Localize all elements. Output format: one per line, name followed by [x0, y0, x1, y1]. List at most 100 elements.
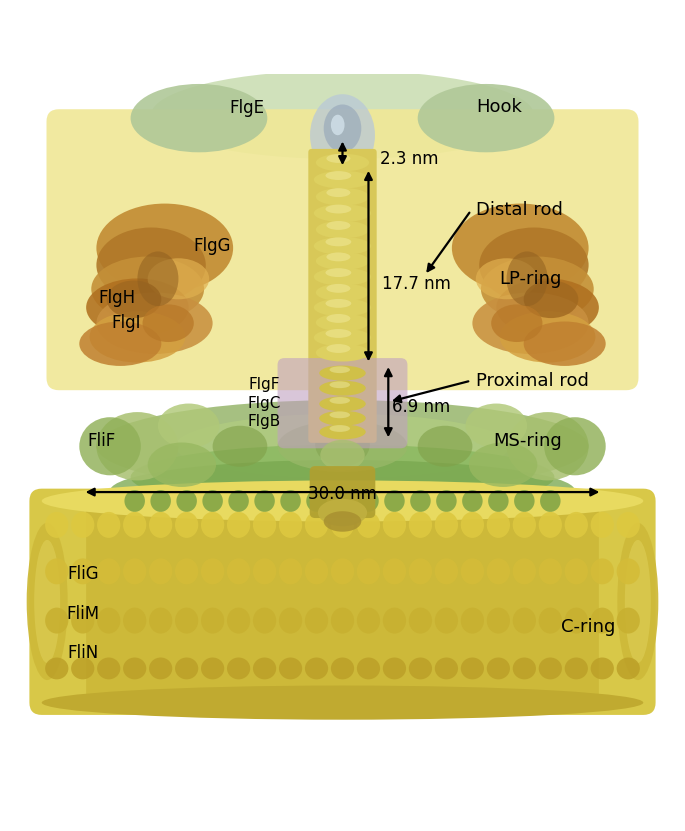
Ellipse shape: [461, 512, 484, 538]
Ellipse shape: [476, 258, 537, 299]
Ellipse shape: [523, 281, 578, 318]
Ellipse shape: [512, 558, 536, 584]
Ellipse shape: [321, 440, 364, 470]
Ellipse shape: [45, 657, 68, 680]
Ellipse shape: [202, 490, 223, 512]
Ellipse shape: [564, 607, 588, 633]
Text: Proximal rod: Proximal rod: [476, 371, 588, 390]
Ellipse shape: [500, 312, 595, 362]
Ellipse shape: [462, 490, 483, 512]
Ellipse shape: [357, 512, 380, 538]
Ellipse shape: [435, 512, 458, 538]
Ellipse shape: [319, 411, 366, 425]
Text: 30.0 nm: 30.0 nm: [308, 485, 377, 503]
FancyBboxPatch shape: [47, 109, 638, 391]
Ellipse shape: [435, 657, 458, 680]
Ellipse shape: [324, 105, 361, 152]
Ellipse shape: [409, 512, 432, 538]
Ellipse shape: [616, 558, 640, 584]
Ellipse shape: [564, 657, 588, 680]
Ellipse shape: [201, 607, 224, 633]
Ellipse shape: [538, 558, 562, 584]
Text: Distal rod: Distal rod: [476, 201, 562, 219]
Ellipse shape: [319, 381, 366, 396]
Ellipse shape: [123, 657, 147, 680]
Ellipse shape: [91, 257, 204, 322]
Text: MS-ring: MS-ring: [493, 432, 562, 450]
Ellipse shape: [544, 417, 606, 475]
Ellipse shape: [253, 607, 276, 633]
Ellipse shape: [149, 558, 173, 584]
Ellipse shape: [71, 607, 95, 633]
Ellipse shape: [79, 417, 141, 475]
Ellipse shape: [487, 657, 510, 680]
Ellipse shape: [253, 558, 276, 584]
Ellipse shape: [79, 322, 162, 366]
Ellipse shape: [253, 512, 276, 538]
Ellipse shape: [175, 558, 198, 584]
Ellipse shape: [110, 460, 575, 522]
Ellipse shape: [357, 657, 380, 680]
Ellipse shape: [452, 204, 588, 293]
Ellipse shape: [86, 278, 188, 337]
FancyBboxPatch shape: [310, 466, 375, 518]
Ellipse shape: [409, 657, 432, 680]
Ellipse shape: [331, 115, 345, 135]
Ellipse shape: [538, 657, 562, 680]
Ellipse shape: [123, 512, 147, 538]
Text: 17.7 nm: 17.7 nm: [382, 275, 451, 293]
Text: FliG: FliG: [67, 565, 99, 583]
Ellipse shape: [314, 298, 371, 317]
Ellipse shape: [325, 238, 351, 246]
Ellipse shape: [479, 228, 588, 302]
Text: FlgC: FlgC: [247, 396, 281, 411]
Ellipse shape: [507, 252, 547, 306]
Ellipse shape: [279, 657, 302, 680]
Ellipse shape: [27, 523, 68, 680]
Ellipse shape: [329, 397, 350, 404]
Ellipse shape: [461, 558, 484, 584]
Ellipse shape: [625, 540, 651, 663]
Ellipse shape: [228, 490, 249, 512]
Ellipse shape: [316, 283, 369, 302]
Ellipse shape: [512, 607, 536, 633]
Ellipse shape: [410, 490, 431, 512]
Ellipse shape: [326, 221, 351, 230]
FancyBboxPatch shape: [308, 149, 377, 443]
Ellipse shape: [383, 512, 406, 538]
FancyBboxPatch shape: [277, 358, 408, 448]
Ellipse shape: [280, 490, 301, 512]
Ellipse shape: [123, 558, 147, 584]
Text: FlgG: FlgG: [194, 237, 232, 255]
Ellipse shape: [158, 404, 219, 448]
Ellipse shape: [97, 204, 233, 293]
Ellipse shape: [358, 490, 379, 512]
Ellipse shape: [212, 425, 267, 467]
Ellipse shape: [332, 490, 353, 512]
Text: LP-ring: LP-ring: [500, 270, 562, 288]
Ellipse shape: [175, 657, 198, 680]
Ellipse shape: [310, 94, 375, 176]
Ellipse shape: [279, 607, 302, 633]
Ellipse shape: [487, 558, 510, 584]
Ellipse shape: [305, 512, 328, 538]
Ellipse shape: [45, 558, 68, 584]
Text: 6.9 nm: 6.9 nm: [392, 398, 450, 416]
Ellipse shape: [616, 512, 640, 538]
Ellipse shape: [306, 490, 327, 512]
Ellipse shape: [227, 657, 250, 680]
Ellipse shape: [325, 299, 351, 307]
Text: Hook: Hook: [476, 97, 522, 116]
Ellipse shape: [314, 237, 371, 255]
Ellipse shape: [512, 657, 536, 680]
Text: FlgH: FlgH: [99, 289, 136, 307]
Ellipse shape: [316, 344, 369, 361]
Ellipse shape: [175, 607, 198, 633]
Ellipse shape: [71, 657, 95, 680]
Ellipse shape: [316, 313, 369, 332]
Ellipse shape: [175, 414, 510, 479]
Ellipse shape: [616, 657, 640, 680]
Ellipse shape: [473, 293, 588, 354]
Ellipse shape: [326, 253, 351, 261]
Ellipse shape: [325, 171, 351, 180]
